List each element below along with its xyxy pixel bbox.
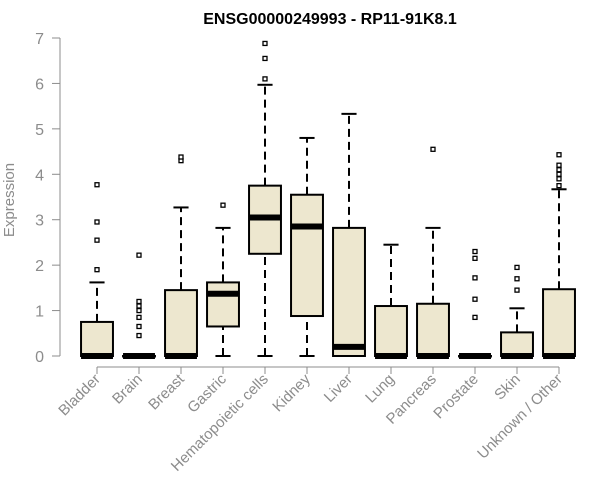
outlier-point bbox=[472, 314, 478, 321]
outlier-point bbox=[556, 176, 562, 182]
box-body bbox=[542, 288, 576, 357]
outlier-point bbox=[94, 237, 100, 243]
box-body bbox=[500, 331, 534, 357]
box-body bbox=[374, 305, 408, 357]
x-tick-label: Prostate bbox=[430, 371, 482, 423]
box-body bbox=[290, 193, 324, 318]
outlier-point bbox=[220, 202, 226, 208]
box-body bbox=[416, 302, 450, 357]
box-brain bbox=[122, 252, 156, 359]
box-gastric bbox=[206, 202, 240, 357]
outlier-point bbox=[262, 40, 268, 47]
outlier-point bbox=[472, 296, 478, 302]
box-breast bbox=[164, 154, 198, 359]
outlier-point bbox=[136, 307, 142, 314]
y-tick-label: 7 bbox=[35, 31, 44, 48]
y-axis: 0 1 2 3 4 5 6 7 bbox=[35, 31, 61, 366]
x-tick-label: Kidney bbox=[269, 370, 314, 415]
y-tick-label: 6 bbox=[35, 76, 44, 93]
box-skin bbox=[500, 264, 534, 359]
y-tick-label: 5 bbox=[35, 122, 44, 139]
y-tick-label: 1 bbox=[35, 304, 44, 321]
outlier-point bbox=[136, 323, 142, 330]
y-tick-label: 0 bbox=[35, 349, 44, 366]
outlier-point bbox=[514, 276, 520, 282]
chart-title: ENSG00000249993 - RP11-91K8.1 bbox=[203, 11, 457, 28]
box-body bbox=[164, 289, 198, 357]
outlier-point bbox=[136, 252, 142, 258]
outlier-point bbox=[136, 303, 142, 309]
x-tick-label: Breast bbox=[145, 370, 188, 413]
outlier-point bbox=[556, 152, 562, 158]
outlier-point bbox=[556, 167, 562, 173]
outlier-point bbox=[556, 162, 562, 168]
box-hematopoietic-cells bbox=[248, 40, 282, 357]
outlier-point bbox=[262, 76, 268, 82]
outlier-point bbox=[472, 275, 478, 281]
x-tick-label: Skin bbox=[491, 371, 524, 404]
outlier-point bbox=[472, 248, 478, 255]
box-body bbox=[80, 320, 114, 357]
x-tick-label: Bladder bbox=[55, 371, 104, 420]
outlier-point bbox=[94, 219, 100, 225]
outlier-point bbox=[430, 146, 436, 152]
y-axis-label: Expression bbox=[1, 163, 18, 237]
outlier-point bbox=[514, 264, 520, 271]
outlier-point bbox=[514, 287, 520, 293]
box-unknown-other bbox=[542, 152, 576, 359]
box-pancreas bbox=[416, 146, 450, 359]
box-bladder bbox=[80, 182, 114, 359]
box-liver bbox=[332, 112, 366, 357]
box-body bbox=[206, 281, 240, 328]
y-tick-label: 2 bbox=[35, 258, 44, 275]
outlier-point bbox=[262, 55, 268, 62]
outlier-point bbox=[136, 314, 142, 321]
outlier-point bbox=[94, 267, 100, 273]
outlier-point bbox=[136, 298, 142, 305]
x-tick-label: Lung bbox=[362, 371, 398, 407]
box-series bbox=[80, 40, 576, 359]
outlier-point bbox=[472, 255, 478, 261]
box-body bbox=[332, 226, 366, 357]
box-kidney bbox=[290, 136, 324, 357]
x-tick-label: Brain bbox=[109, 371, 146, 408]
outlier-point bbox=[136, 332, 142, 339]
y-tick-label: 3 bbox=[35, 213, 44, 230]
box-lung bbox=[374, 243, 408, 359]
outlier-point bbox=[178, 154, 184, 160]
outlier-point bbox=[94, 182, 100, 188]
box-prostate bbox=[458, 248, 492, 359]
outlier-point bbox=[556, 171, 562, 177]
y-tick-label: 4 bbox=[35, 167, 44, 184]
x-tick-label: Liver bbox=[321, 371, 356, 406]
outlier-point bbox=[556, 182, 562, 189]
